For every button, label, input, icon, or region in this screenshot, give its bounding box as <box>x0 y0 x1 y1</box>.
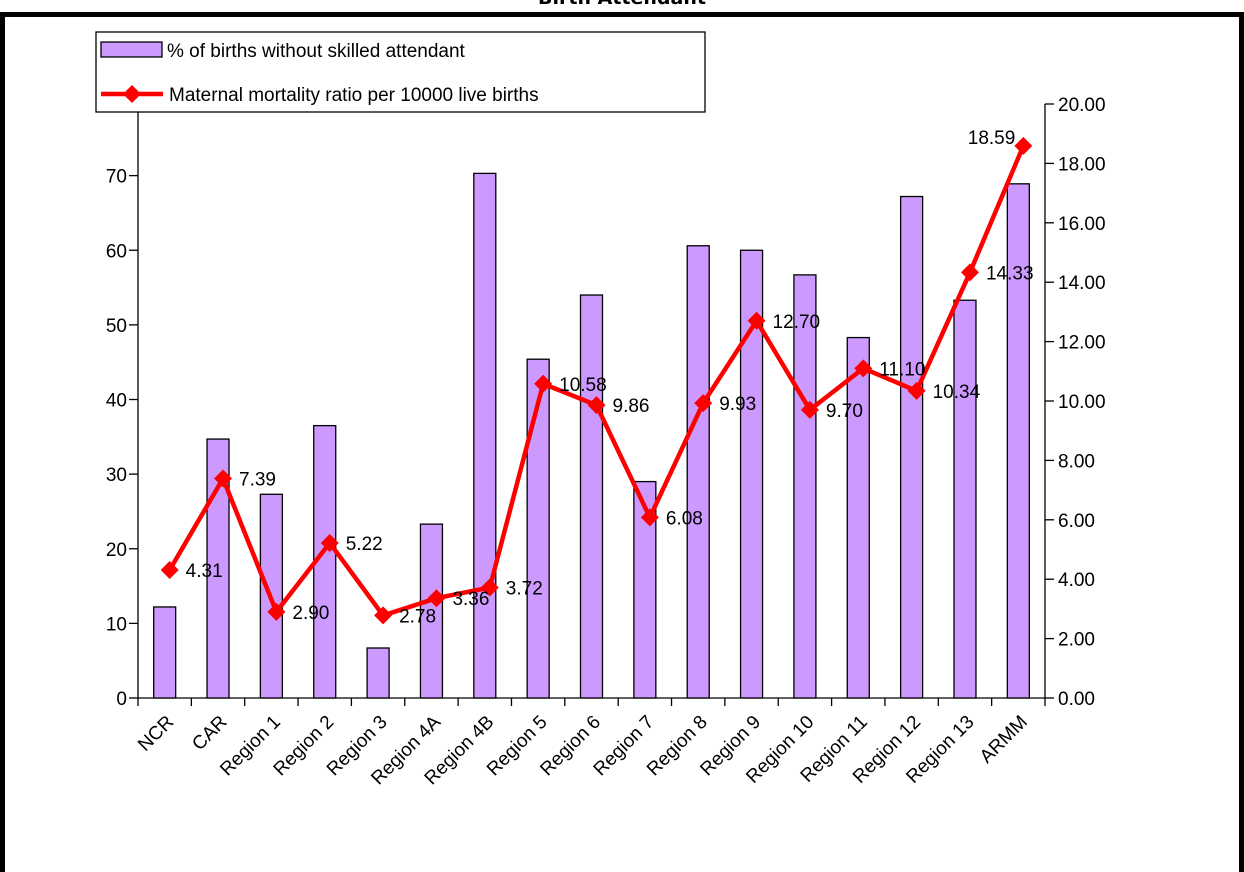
bar <box>419 523 444 699</box>
right-y-tick-label: 2.00 <box>1058 630 1095 651</box>
bar <box>899 195 924 699</box>
line-data-label: 9.70 <box>826 401 863 422</box>
right-y-tick-label: 6.00 <box>1058 511 1095 532</box>
line-data-label: 6.08 <box>666 508 703 529</box>
line-data-label: 3.72 <box>506 579 543 600</box>
line-data-label: 2.90 <box>292 603 329 624</box>
legend-label-bars: % of births without skilled attendant <box>167 41 466 62</box>
chart-title: Birth Attendant <box>0 0 1244 9</box>
bar <box>526 358 550 699</box>
line-data-label: 11.10 <box>879 359 925 380</box>
left-y-tick-label: 40 <box>106 391 127 412</box>
bar <box>473 172 497 699</box>
line-point-marker <box>160 560 179 579</box>
line-data-label: 14.33 <box>986 263 1034 284</box>
line-data-label: 2.78 <box>399 606 436 627</box>
axes: 0 10 20 30 40 50 60 70 0.00 2.00 4.00 6.00 8.00 10.00… <box>106 88 1106 710</box>
frame-left-border <box>0 12 5 872</box>
right-y-tick-label: 4.00 <box>1058 570 1095 591</box>
bar-series <box>153 172 1030 699</box>
legend-box <box>95 31 706 113</box>
right-y-tick-label: 10.00 <box>1058 392 1106 413</box>
legend-label-line: Maternal mortality ratio per 10000 live … <box>169 85 539 106</box>
bar <box>579 294 604 699</box>
line-point-marker <box>374 606 393 625</box>
legend: % of births without skilled attendant Mat… <box>95 31 706 113</box>
right-y-tick-label: 16.00 <box>1058 214 1106 235</box>
right-y-tick-label: 20.00 <box>1058 95 1106 116</box>
bar <box>153 606 177 699</box>
left-y-tick-label: 30 <box>106 465 127 486</box>
line-data-label: 9.86 <box>613 396 650 417</box>
line-data-label: 7.39 <box>239 470 276 491</box>
line-point-marker <box>427 589 446 608</box>
bar <box>953 299 977 699</box>
right-y-tick-label: 14.00 <box>1058 273 1106 294</box>
legend-swatch-bars <box>100 41 163 58</box>
line-point-marker <box>480 578 499 597</box>
line-point-marker <box>1014 136 1033 155</box>
x-tick-label: NCR <box>134 712 178 756</box>
line-data-label: 4.31 <box>186 561 223 582</box>
bar <box>739 249 764 699</box>
x-tick-label: ARMM <box>976 712 1032 768</box>
right-y-tick-label: 8.00 <box>1058 451 1095 472</box>
line-point-marker <box>267 602 286 621</box>
line-point-marker <box>800 400 819 419</box>
line-point-marker <box>640 508 659 527</box>
line-data-label: 9.93 <box>719 394 756 415</box>
bar <box>206 438 230 699</box>
line-point-marker <box>747 311 766 330</box>
line-data-label: 3.36 <box>452 589 489 610</box>
right-y-tick-label: 0.00 <box>1058 689 1095 710</box>
line-data-label: 5.22 <box>346 534 383 555</box>
right-y-tick-label: 12.00 <box>1058 333 1106 354</box>
left-y-tick-label: 20 <box>106 540 127 561</box>
data-labels: 4.31 7.39 2.90 5.22 2.78 3.36 3.72 10.58 9.86 6.0… <box>186 128 1034 628</box>
line-data-label: 10.34 <box>933 382 981 403</box>
x-tick-label: CAR <box>188 712 231 755</box>
line-series <box>160 136 1033 625</box>
legend-swatch-marker <box>123 85 141 103</box>
left-y-tick-label: 10 <box>106 614 127 635</box>
left-y-tick-label: 70 <box>106 167 127 188</box>
bar <box>846 336 870 699</box>
line-point-marker <box>214 469 233 488</box>
line-point-marker <box>534 374 553 393</box>
right-y-tick-label: 18.00 <box>1058 154 1106 175</box>
line-point-marker <box>854 359 873 378</box>
bar <box>1006 183 1030 699</box>
left-y-tick-label: 50 <box>106 316 127 337</box>
line-point-marker <box>907 381 926 400</box>
left-y-tick-label: 0 <box>116 689 127 710</box>
line-data-label: 18.59 <box>968 128 1016 149</box>
line-data-label: 10.58 <box>559 375 607 396</box>
line-point-marker <box>320 533 339 552</box>
line-data-label: 12.70 <box>773 312 821 333</box>
bar <box>366 647 390 699</box>
line-point-marker <box>587 396 606 415</box>
line-point-marker <box>960 263 979 282</box>
frame-right-border <box>1239 12 1244 872</box>
bar <box>633 480 657 699</box>
left-y-tick-label: 60 <box>106 241 127 262</box>
line-point-marker <box>694 394 713 413</box>
frame-top-border <box>0 12 1244 17</box>
bar <box>793 274 817 699</box>
bar <box>686 245 710 699</box>
